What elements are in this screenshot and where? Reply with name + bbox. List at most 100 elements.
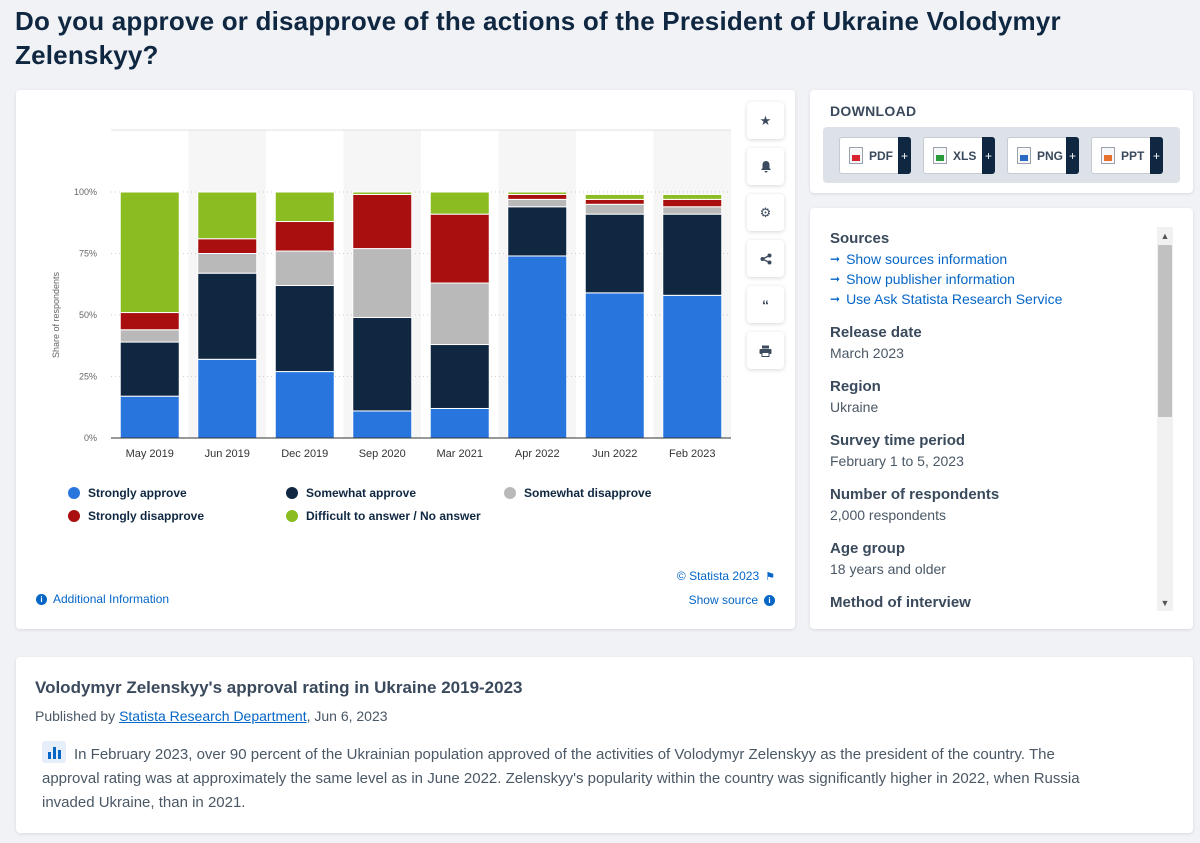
share-icon[interactable] — [747, 240, 784, 277]
download-tray: PDF + XLS + PNG + PPT + — [823, 127, 1180, 183]
bar-segment-somewhat-disapprove — [352, 248, 413, 318]
show-publisher-link[interactable]: ➞ Show publisher information — [830, 271, 1150, 287]
legend-somewhat-approve[interactable]: Somewhat approve — [286, 486, 416, 500]
x-tick-label: Feb 2023 — [669, 448, 715, 460]
statista-copyright[interactable]: © Statista 2023 ⚑ — [677, 569, 775, 583]
statistic-details-card: Sources ➞ Show sources information ➞ Show … — [810, 208, 1193, 629]
gear-icon[interactable]: ⚙ — [747, 194, 784, 231]
x-tick-label: Jun 2022 — [592, 448, 637, 460]
legend-somewhat-disapprove[interactable]: Somewhat disapprove — [504, 486, 651, 500]
legend-difficult-to-answer[interactable]: Difficult to answer / No answer — [286, 509, 481, 523]
respondents-heading: Number of respondents — [830, 486, 1000, 503]
statistic-details: Sources ➞ Show sources information ➞ Show … — [830, 230, 1150, 615]
ask-statista-link[interactable]: ➞ Use Ask Statista Research Service — [830, 291, 1150, 307]
bar-segment-strongly-approve — [584, 292, 645, 439]
survey-period-heading: Survey time period — [830, 432, 966, 449]
survey-period-value: February 1 to 5, 2023 — [830, 453, 964, 469]
bar-segment-strongly-approve — [662, 294, 723, 439]
bar-segment-difficult-to-answer-no-answer — [584, 193, 645, 200]
x-tick-label: Mar 2021 — [437, 448, 483, 460]
bell-icon[interactable] — [747, 148, 784, 185]
arrow-right-icon: ➞ — [830, 272, 841, 286]
description-text-block: In February 2023, over 90 percent of the… — [42, 741, 1092, 815]
x-tick-label: Apr 2022 — [515, 448, 560, 460]
bar-segment-somewhat-disapprove — [429, 282, 490, 346]
bar-segment-strongly-disapprove — [197, 238, 258, 255]
additional-information-link[interactable]: i Additional Information — [36, 592, 169, 606]
bar-segment-difficult-to-answer-no-answer — [119, 191, 180, 314]
scroll-up-icon[interactable]: ▲ — [1160, 230, 1170, 241]
bar-segment-strongly-approve — [197, 358, 258, 439]
bar-segment-somewhat-disapprove — [662, 206, 723, 215]
bar-segment-strongly-disapprove — [429, 213, 490, 284]
download-format-label: PDF — [869, 148, 893, 163]
star-icon[interactable]: ★ — [747, 102, 784, 139]
legend-strongly-disapprove[interactable]: Strongly disapprove — [68, 509, 204, 523]
bar-segment-difficult-to-answer-no-answer — [352, 191, 413, 195]
show-source-label: Show source — [688, 593, 758, 607]
quote-icon[interactable]: “ — [747, 286, 784, 323]
download-format-label: PNG — [1037, 148, 1064, 163]
bar-segment-somewhat-approve — [429, 344, 490, 409]
plus-icon[interactable]: + — [982, 137, 995, 174]
bar-segment-somewhat-disapprove — [197, 253, 258, 274]
bar-segment-somewhat-approve — [584, 213, 645, 294]
show-sources-link[interactable]: ➞ Show sources information — [830, 251, 1150, 267]
ppt-file-icon — [1101, 147, 1115, 164]
download-format-label: PPT — [1121, 148, 1145, 163]
plus-icon[interactable]: + — [898, 137, 911, 174]
bar-segment-somewhat-disapprove — [584, 203, 645, 215]
download-xls-button[interactable]: XLS + — [923, 137, 995, 174]
print-icon[interactable] — [747, 332, 784, 369]
bar-segment-somewhat-approve — [274, 284, 335, 373]
bar-segment-strongly-approve — [274, 371, 335, 439]
bar-segment-difficult-to-answer-no-answer — [274, 191, 335, 223]
additional-information-label: Additional Information — [53, 592, 170, 606]
bar-segment-strongly-disapprove — [662, 198, 723, 208]
legend-dot — [286, 487, 298, 499]
publisher-link[interactable]: Statista Research Department — [119, 708, 307, 724]
download-pdf-button[interactable]: PDF + — [839, 137, 911, 174]
published-by: Published by Statista Research Departmen… — [35, 708, 388, 724]
bar-segment-somewhat-disapprove — [507, 198, 568, 208]
legend-label: Strongly approve — [88, 486, 187, 500]
plus-icon[interactable]: + — [1066, 137, 1079, 174]
download-ppt-button[interactable]: PPT + — [1091, 137, 1163, 174]
link-label: Show sources information — [846, 251, 1008, 267]
download-title: DOWNLOAD — [830, 103, 917, 119]
bar-segment-somewhat-approve — [352, 316, 413, 412]
scroll-thumb[interactable] — [1158, 245, 1172, 417]
legend-label: Somewhat approve — [306, 486, 417, 500]
bar-segment-strongly-disapprove — [507, 193, 568, 200]
details-scrollbar[interactable]: ▲ ▼ — [1157, 227, 1173, 611]
description-title: Volodymyr Zelenskyy's approval rating in… — [35, 678, 523, 697]
legend-strongly-approve[interactable]: Strongly approve — [68, 486, 187, 500]
bar-chart-icon — [42, 741, 66, 763]
bar-segment-strongly-approve — [119, 395, 180, 439]
age-group-heading: Age group — [830, 540, 905, 557]
bar-segment-difficult-to-answer-no-answer — [507, 191, 568, 195]
sources-heading: Sources — [830, 230, 890, 247]
download-card: DOWNLOAD PDF + XLS + PNG + PPT + — [810, 90, 1193, 193]
legend-dot — [68, 487, 80, 499]
bar-segment-strongly-approve — [507, 255, 568, 439]
bar-segment-strongly-disapprove — [584, 198, 645, 205]
respondents-value: 2,000 respondents — [830, 507, 946, 523]
release-date-value: March 2023 — [830, 345, 904, 361]
link-label: Show publisher information — [846, 271, 1015, 287]
published-date: , Jun 6, 2023 — [306, 708, 388, 724]
bar-segment-strongly-approve — [429, 407, 490, 439]
bar-segment-somewhat-approve — [662, 213, 723, 296]
region-value: Ukraine — [830, 399, 879, 415]
download-png-button[interactable]: PNG + — [1007, 137, 1079, 174]
stacked-bar-chart: 0% 25% 50% 75% 100% Share of respondents May 2… — [51, 129, 731, 460]
y-tick-label: 75% — [79, 249, 97, 259]
show-source-link[interactable]: Show source i — [689, 593, 775, 607]
plus-icon[interactable]: + — [1150, 137, 1163, 174]
bar-segment-somewhat-approve — [197, 272, 258, 360]
legend-label: Strongly disapprove — [88, 509, 205, 523]
scroll-down-icon[interactable]: ▼ — [1160, 597, 1170, 608]
bar-segment-strongly-approve — [352, 410, 413, 439]
release-date-heading: Release date — [830, 324, 922, 341]
info-icon: i — [764, 594, 775, 606]
